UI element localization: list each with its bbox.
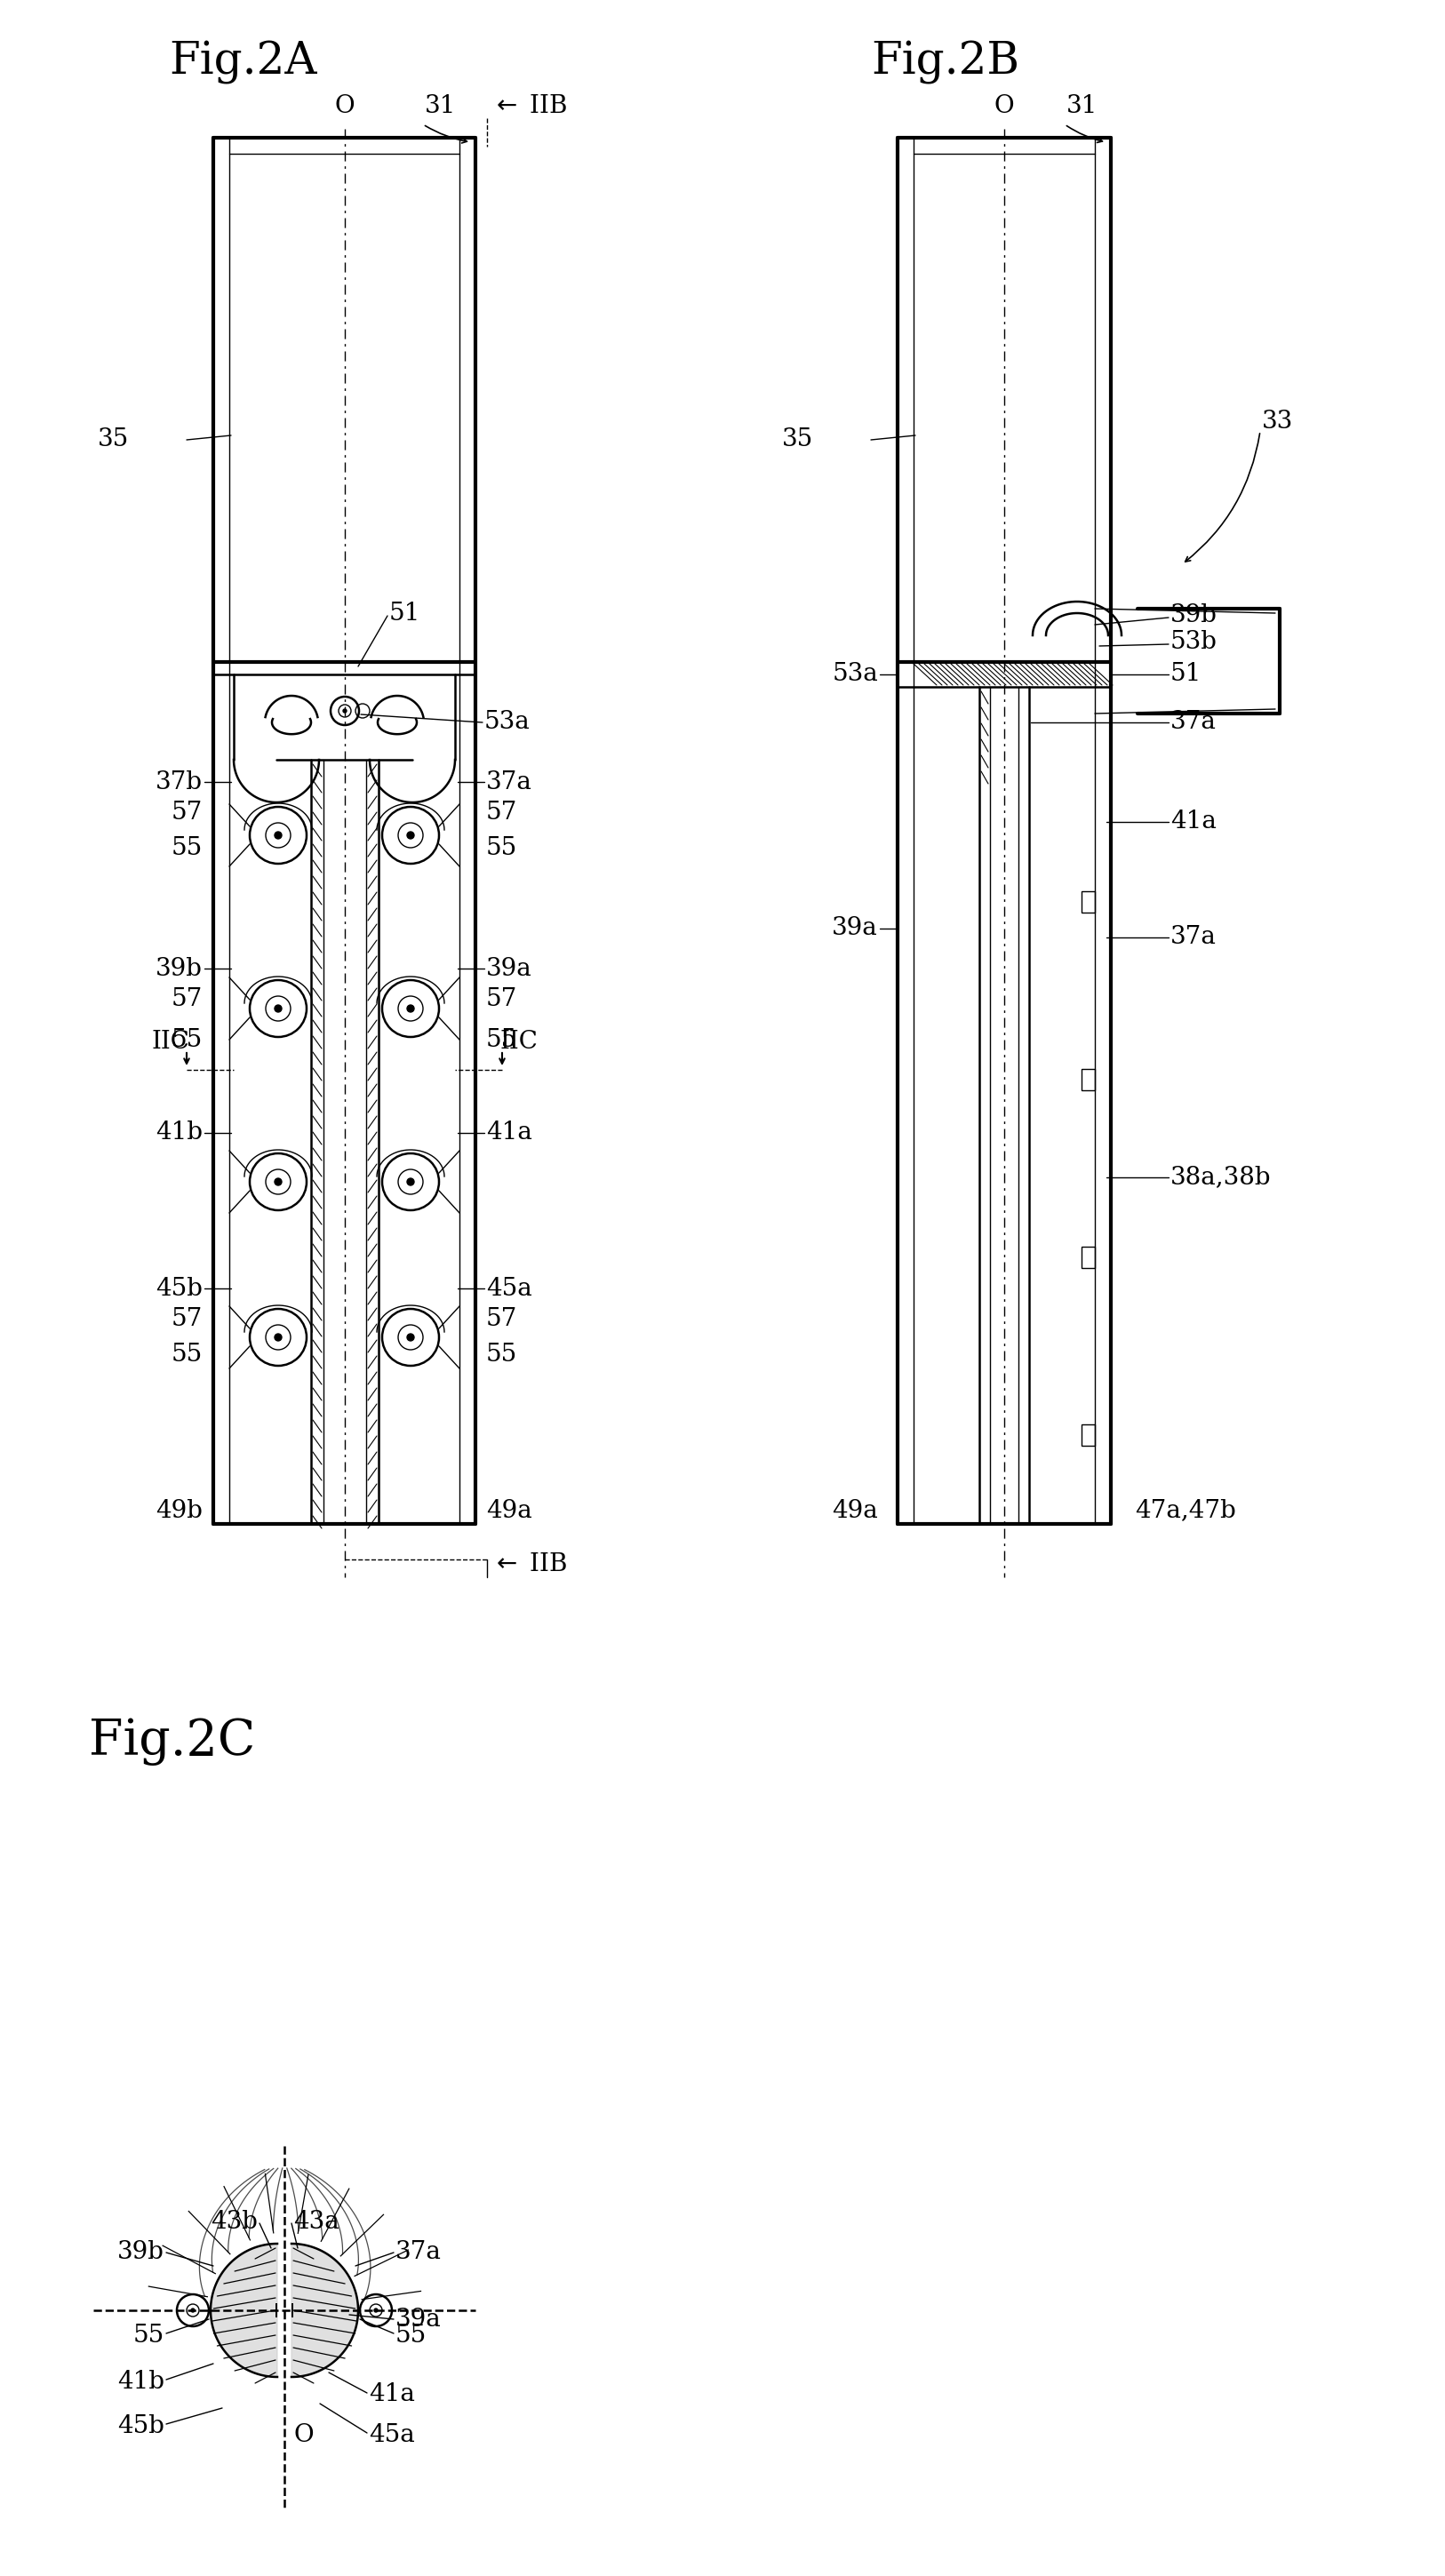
Text: 55: 55 <box>133 2324 165 2347</box>
Text: O: O <box>335 95 355 118</box>
Text: 45a: 45a <box>368 2421 415 2447</box>
Text: 49b: 49b <box>156 1499 202 1522</box>
Bar <box>276 2303 277 2318</box>
Circle shape <box>191 2308 195 2313</box>
Text: 55: 55 <box>486 837 517 860</box>
Text: 39b: 39b <box>117 2241 165 2264</box>
Text: Fig.2B: Fig.2B <box>871 41 1019 85</box>
Circle shape <box>275 1177 282 1185</box>
Text: 41b: 41b <box>117 2370 165 2393</box>
Text: 53a: 53a <box>832 662 879 685</box>
Text: O: O <box>994 95 1014 118</box>
Text: 41a: 41a <box>368 2383 415 2406</box>
Text: 39a: 39a <box>486 956 532 981</box>
Bar <box>292 2303 293 2318</box>
Text: 55: 55 <box>172 1342 202 1368</box>
Text: $\leftarrow$ IIB: $\leftarrow$ IIB <box>491 95 568 118</box>
Text: 41b: 41b <box>156 1121 202 1144</box>
Text: 47a,47b: 47a,47b <box>1134 1499 1235 1522</box>
Polygon shape <box>292 2244 358 2378</box>
Bar <box>1081 1247 1095 1267</box>
Text: 37a: 37a <box>396 2241 442 2264</box>
Text: 53a: 53a <box>484 711 530 734</box>
Text: $\leftarrow$ IIB: $\leftarrow$ IIB <box>491 1551 568 1577</box>
Text: 55: 55 <box>396 2324 426 2347</box>
Text: 51: 51 <box>389 600 420 626</box>
Circle shape <box>407 1005 415 1012</box>
Text: 39a: 39a <box>832 917 879 940</box>
Text: 39a: 39a <box>396 2308 442 2331</box>
Polygon shape <box>211 2244 277 2378</box>
Text: 57: 57 <box>171 1309 202 1332</box>
Text: 55: 55 <box>172 1028 202 1051</box>
Text: 53b: 53b <box>1170 631 1217 654</box>
Text: 37a: 37a <box>1170 711 1217 734</box>
Text: 35: 35 <box>782 428 814 451</box>
Text: 55: 55 <box>486 1028 517 1051</box>
Text: 31: 31 <box>1066 95 1098 118</box>
Bar <box>1081 891 1095 912</box>
Circle shape <box>342 708 347 714</box>
Text: 43b: 43b <box>211 2210 257 2233</box>
Text: 43a: 43a <box>293 2210 340 2233</box>
Text: 57: 57 <box>171 987 202 1012</box>
Text: 51: 51 <box>1170 662 1202 685</box>
Text: 49a: 49a <box>486 1499 532 1522</box>
Text: 57: 57 <box>486 987 517 1012</box>
Text: IIC: IIC <box>500 1030 538 1054</box>
Text: 41a: 41a <box>486 1121 532 1144</box>
Text: 57: 57 <box>486 1309 517 1332</box>
Text: 55: 55 <box>486 1342 517 1368</box>
Text: 55: 55 <box>172 837 202 860</box>
Text: 39b: 39b <box>156 956 202 981</box>
Circle shape <box>275 1005 282 1012</box>
Text: 37a: 37a <box>1170 925 1217 951</box>
Text: 33: 33 <box>1261 410 1293 435</box>
Text: 35: 35 <box>98 428 129 451</box>
Circle shape <box>275 832 282 840</box>
Text: 49a: 49a <box>832 1499 879 1522</box>
Bar <box>1081 1069 1095 1090</box>
Text: 45a: 45a <box>486 1278 532 1301</box>
Text: 57: 57 <box>171 801 202 824</box>
Text: O: O <box>293 2421 314 2447</box>
Text: 37b: 37b <box>156 770 202 793</box>
Text: 41a: 41a <box>1170 809 1217 835</box>
Text: 45b: 45b <box>117 2414 165 2437</box>
Circle shape <box>407 1177 415 1185</box>
Text: 38a,38b: 38a,38b <box>1170 1164 1272 1190</box>
Text: 57: 57 <box>486 801 517 824</box>
Bar <box>1081 1425 1095 1445</box>
Text: IIC: IIC <box>152 1030 189 1054</box>
Circle shape <box>407 832 415 840</box>
Circle shape <box>374 2308 377 2313</box>
Text: Fig.2C: Fig.2C <box>90 1718 256 1767</box>
Text: 31: 31 <box>425 95 457 118</box>
Text: 39b: 39b <box>1170 603 1217 629</box>
Text: 37a: 37a <box>486 770 532 793</box>
Text: 45b: 45b <box>156 1278 202 1301</box>
Circle shape <box>275 1334 282 1342</box>
Text: Fig.2A: Fig.2A <box>169 41 316 85</box>
Circle shape <box>407 1334 415 1342</box>
